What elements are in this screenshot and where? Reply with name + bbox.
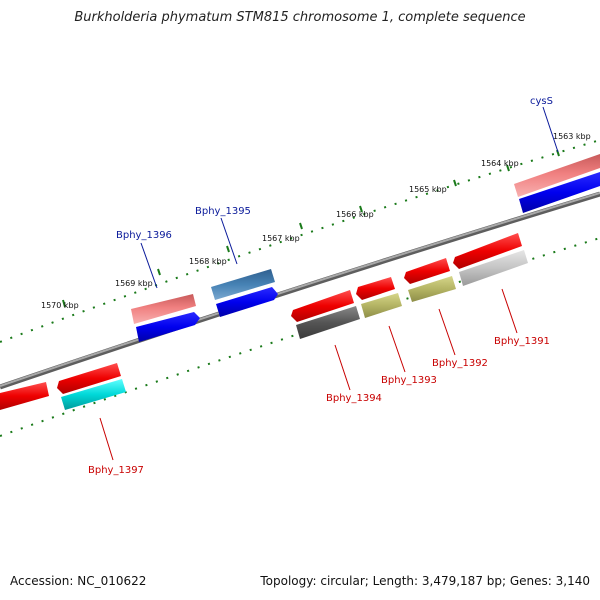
label-bphy1392[interactable]: Bphy_1392 [432,358,488,369]
gene-bphy1394-red[interactable] [291,290,354,322]
label-bphy1396[interactable]: Bphy_1396 [116,230,172,241]
gene-bphy1394-gray[interactable] [296,306,360,339]
gene-bphy1396-blue[interactable] [136,312,200,342]
scale-label-1570: 1570 kbp [41,301,79,310]
gene-bphy1395-blue[interactable] [216,287,278,317]
label-bphy1395[interactable]: Bphy_1395 [195,206,251,217]
leader-bphy1391 [501,288,518,334]
gene-bphy1393-red[interactable] [356,277,395,300]
scale-label-1567: 1567 kbp [262,234,300,243]
scale-labels: 1563 kbp 1564 kbp 1565 kbp 1566 kbp 1567… [41,132,591,310]
chromosome-backbone-shadow [0,191,600,390]
chromosome-backbone [0,192,600,387]
leader-bphy1396 [140,242,158,289]
leader-bphy1394 [334,344,351,391]
gene-bphy1396-pink[interactable] [131,294,196,324]
topology-summary: Topology: circular; Length: 3,479,187 bp… [260,574,590,588]
gene-bphy1397-red[interactable] [57,363,121,394]
leader-bphy1393 [388,325,406,373]
tick-1566 [359,205,363,213]
label-bphy1393[interactable]: Bphy_1393 [381,375,437,386]
label-leaders [99,106,559,461]
gene-bphy1393-olive[interactable] [361,293,402,318]
forward-strand-genes [131,154,600,342]
gene-bphy1391-red[interactable] [453,233,522,269]
tick-1565 [453,179,457,187]
label-bphy1397[interactable]: Bphy_1397 [88,465,144,476]
leader-bphy1397 [99,417,114,461]
gene-bphy1392-olive[interactable] [408,276,456,302]
inner-scale-dots [0,237,600,437]
label-cysS[interactable]: cysS [530,96,553,107]
gene-cysS-blue[interactable] [519,172,600,213]
scale-label-1569: 1569 kbp [115,279,153,288]
tick-1569 [157,268,161,276]
label-bphy1394[interactable]: Bphy_1394 [326,393,382,404]
gene-bphy1395-steel[interactable] [211,269,275,300]
leader-bphy1392 [438,308,456,356]
tick-1567 [299,222,303,230]
tick-1570 [62,299,66,308]
tick-1568 [226,245,230,253]
scale-label-1563: 1563 kbp [553,132,591,141]
gene-bphy1397-cyan[interactable] [61,379,126,410]
gene-bphy1392-red[interactable] [404,258,450,284]
leader-bphy1395 [220,217,238,265]
gene-bphy1391-silver[interactable] [459,250,528,286]
tick-1564 [506,164,510,172]
scale-label-1565: 1565 kbp [409,185,447,194]
reverse-strand-genes [0,233,528,410]
gene-cysS-pink[interactable] [514,154,600,197]
accession-text: Accession: NC_010622 [10,574,147,588]
gene-left-edge-red[interactable] [0,382,49,410]
scale-label-1566: 1566 kbp [336,210,374,219]
scale-label-1564: 1564 kbp [481,159,519,168]
leader-cysS [542,106,559,153]
label-bphy1391[interactable]: Bphy_1391 [494,336,550,347]
scale-label-1568: 1568 kbp [189,257,227,266]
inner-scale-track [0,237,600,437]
map-title: Burkholderia phymatum STM815 chromosome … [74,10,526,25]
gene-labels: cysS Bphy_1395 Bphy_1396 Bphy_1391 Bphy_… [88,96,553,476]
